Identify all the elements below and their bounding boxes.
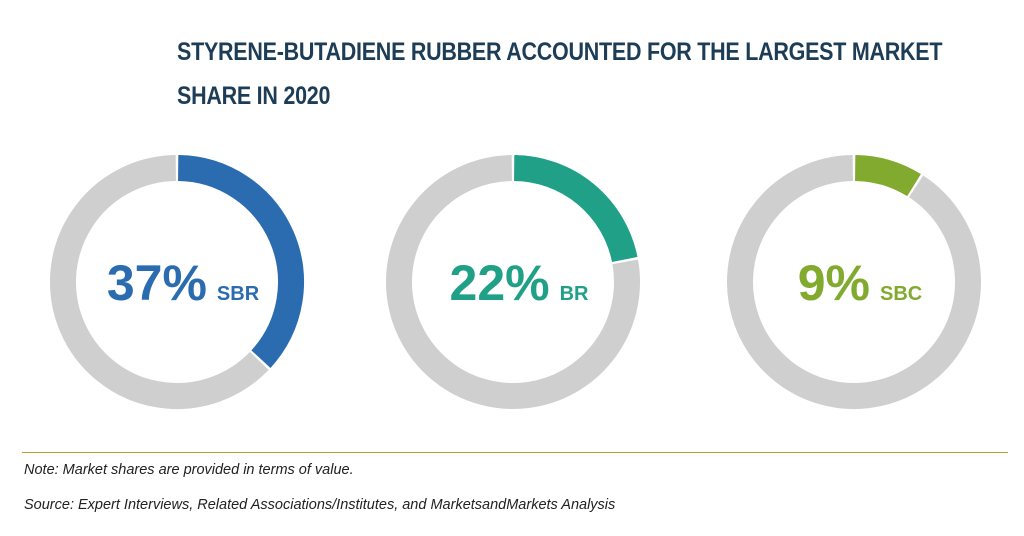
divider-line	[22, 452, 1008, 453]
category-label: SBC	[880, 283, 922, 305]
chart-title-line-1: STYRENE-BUTADIENE RUBBER ACCOUNTED FOR T…	[177, 38, 943, 66]
chart-title: STYRENE-BUTADIENE RUBBER ACCOUNTED FOR T…	[177, 30, 943, 118]
donut-segment-sbc	[854, 155, 921, 197]
chart-title-line-2: SHARE IN 2020	[177, 82, 331, 110]
donut-segment-br	[513, 155, 638, 263]
donut-remainder-br	[386, 155, 640, 409]
donut-segment-sbr	[177, 155, 304, 368]
donut-value-label: 9% SBC	[798, 255, 923, 311]
donut-remainder-sbr	[50, 155, 269, 409]
note-text: Note: Market shares are provided in term…	[24, 462, 354, 478]
donut-sbr: 37% SBR	[50, 155, 304, 409]
category-label: SBR	[217, 283, 260, 305]
donut-br: 22% BR	[386, 155, 640, 409]
source-text: Source: Expert Interviews, Related Assoc…	[24, 497, 616, 513]
percent-value: 37%	[107, 255, 207, 311]
category-label: BR	[560, 283, 589, 305]
percent-value: 9%	[798, 255, 870, 311]
donut-value-label: 37% SBR	[107, 255, 260, 311]
donut-charts: 37% SBR 22% BR 9% SBC	[50, 155, 981, 409]
donut-value-label: 22% BR	[450, 255, 590, 311]
donut-remainder-sbc	[727, 155, 981, 409]
donut-sbc: 9% SBC	[727, 155, 981, 409]
percent-value: 22%	[450, 255, 550, 311]
